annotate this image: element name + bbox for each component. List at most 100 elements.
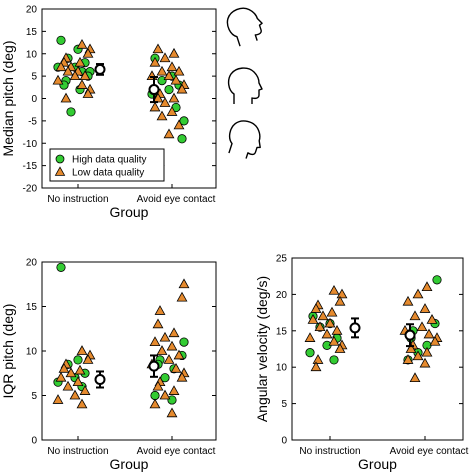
y-tick-label: -20 [23, 184, 38, 195]
data-point-high-quality [179, 337, 189, 347]
legend-label: Low data quality [72, 168, 144, 179]
data-point-low-quality [405, 343, 417, 353]
x-axis-label: Group [110, 456, 149, 472]
data-point-low-quality [166, 340, 178, 351]
head-icons [226, 7, 263, 159]
y-tick-label: 10 [276, 363, 288, 374]
y-tick-label: 5 [281, 399, 287, 410]
y-tick-label: 5 [31, 391, 37, 402]
data-point-low-quality [168, 327, 180, 338]
data-point-low-quality [328, 284, 340, 295]
data-point-low-quality [176, 83, 188, 94]
y-axis-label: Median pitch (deg) [0, 41, 16, 157]
data-point-low-quality [166, 407, 178, 418]
x-tick-label: Avoid eye contact [390, 446, 469, 457]
group-mean-marker [349, 322, 361, 334]
data-point-low-quality [166, 106, 178, 116]
data-point-high-quality [66, 107, 76, 117]
data-point-low-quality [152, 318, 164, 329]
data-point-low-quality [328, 335, 340, 346]
data-point-low-quality [409, 310, 421, 321]
data-point-low-quality [149, 398, 161, 409]
data-point-low-quality [152, 380, 164, 391]
panel-iqr-pitch: 0 5 10 15 20 No instruction Avoid eye contactG… [0, 258, 217, 472]
data-point-low-quality [402, 354, 414, 364]
group-mean-marker [94, 63, 106, 75]
data-point-low-quality [173, 119, 185, 130]
data-point-low-quality [62, 380, 74, 391]
data-point-high-quality [179, 116, 189, 126]
data-point-high-quality [56, 262, 66, 272]
y-axis-label: IQR pitch (deg) [0, 304, 16, 399]
plot-frame [291, 257, 464, 441]
panel-angular-velocity: 0 5 10 15 20 25 No instruction Avoid eye contac… [254, 254, 469, 473]
data-point-low-quality [336, 288, 348, 299]
data-point-high-quality [305, 348, 315, 358]
data-point-low-quality [146, 70, 158, 81]
data-point-low-quality [60, 92, 72, 103]
data-point-low-quality [168, 385, 180, 395]
data-point-low-quality [310, 361, 322, 372]
data-point-low-quality [176, 371, 188, 382]
legend-marker-triangle [54, 166, 66, 176]
y-tick-label: 15 [26, 302, 38, 313]
data-point-low-quality [76, 38, 88, 49]
data-point-low-quality [334, 295, 346, 306]
data-point-high-quality [160, 373, 170, 383]
legend-label: High data quality [72, 155, 147, 166]
y-tick-label: -5 [28, 116, 37, 127]
y-axis-label: Angular velocity (deg/s) [254, 276, 270, 422]
data-point-low-quality [173, 65, 185, 76]
x-tick-label: No instruction [47, 194, 108, 205]
data-point-low-quality [156, 345, 168, 355]
data-point-low-quality [304, 332, 316, 342]
data-point-low-quality [79, 385, 91, 395]
data-point-low-quality [163, 128, 175, 139]
data-point-low-quality [72, 376, 84, 387]
data-point-low-quality [156, 65, 168, 76]
data-point-low-quality [402, 295, 414, 306]
data-point-low-quality [176, 291, 188, 302]
data-point-high-quality [56, 35, 66, 45]
data-point-low-quality [76, 398, 88, 409]
data-point-high-quality [73, 355, 83, 365]
data-point-low-quality [159, 331, 171, 342]
data-point-low-quality [159, 52, 171, 63]
data-point-low-quality [76, 79, 88, 89]
data-point-high-quality [432, 275, 442, 285]
head-outline [227, 67, 263, 104]
data-point-low-quality [326, 306, 338, 317]
data-point-low-quality [149, 101, 161, 112]
y-tick-label: 5 [31, 72, 37, 83]
y-tick-label: 10 [26, 347, 38, 358]
data-point-low-quality [58, 362, 70, 373]
head-level-icon [227, 67, 263, 104]
data-point-low-quality [317, 310, 329, 321]
plot-frame [41, 261, 217, 441]
data-point-low-quality [69, 389, 81, 400]
data-point-low-quality [324, 317, 336, 328]
data-point-high-quality [150, 390, 160, 401]
x-tick-label: Avoid eye contact [137, 446, 216, 457]
panel-median-pitch: -20 -15 -10 -5 0 5 10 15 20 No instruction Avoid e… [0, 5, 217, 220]
data-point-low-quality [82, 354, 94, 364]
data-point-low-quality [76, 345, 88, 355]
data-point-high-quality [164, 84, 174, 95]
data-point-low-quality [429, 335, 441, 346]
data-point-low-quality [412, 288, 424, 299]
data-point-low-quality [409, 372, 421, 383]
y-tick-label: 0 [281, 436, 287, 447]
data-point-low-quality [170, 362, 182, 373]
data-point-low-quality [310, 303, 322, 313]
data-point-low-quality [55, 61, 67, 72]
y-tick-label: 20 [276, 290, 288, 301]
data-point-low-quality [163, 70, 175, 81]
data-point-low-quality [314, 321, 326, 332]
data-point-low-quality [74, 56, 86, 67]
data-point-low-quality [173, 349, 185, 360]
data-point-low-quality [65, 367, 77, 378]
data-point-high-quality [167, 395, 177, 405]
data-point-low-quality [159, 389, 171, 400]
data-point-low-quality [62, 65, 74, 76]
data-point-low-quality [423, 328, 435, 339]
